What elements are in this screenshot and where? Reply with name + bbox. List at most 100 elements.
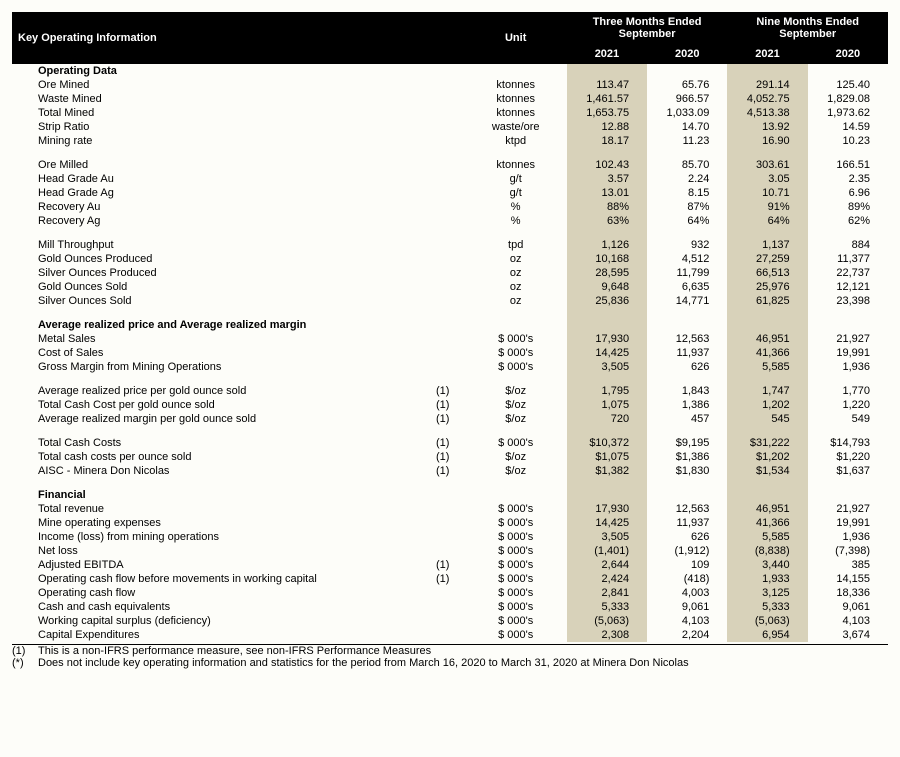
row-val-9m-2020: 22,737 bbox=[808, 266, 888, 280]
row-val-9m-2021: 4,052.75 bbox=[727, 92, 807, 106]
row-unit: $ 000's bbox=[465, 558, 567, 572]
row-unit: oz bbox=[465, 252, 567, 266]
table-row: Recovery Ag%63%64%64%62% bbox=[12, 214, 888, 228]
row-note: (1) bbox=[421, 464, 465, 478]
row-label: Capital Expenditures bbox=[12, 628, 421, 642]
header-q3-2021: 2021 bbox=[567, 44, 647, 64]
table-row: Waste Minedktonnes1,461.57966.574,052.75… bbox=[12, 92, 888, 106]
row-val-9m-2020: 9,061 bbox=[808, 600, 888, 614]
row-val-9m-2020: 1,973.62 bbox=[808, 106, 888, 120]
row-val-9m-2021: 3.05 bbox=[727, 172, 807, 186]
table-row: Ore Milledktonnes102.4385.70303.61166.51 bbox=[12, 158, 888, 172]
row-unit: tpd bbox=[465, 238, 567, 252]
row-val-9m-2021: 1,202 bbox=[727, 398, 807, 412]
row-note bbox=[421, 78, 465, 92]
row-val-9m-2021: 303.61 bbox=[727, 158, 807, 172]
row-unit: $ 000's bbox=[465, 614, 567, 628]
section-label: Average realized price and Average reali… bbox=[12, 318, 421, 332]
row-val-9m-2020: 21,927 bbox=[808, 502, 888, 516]
header-three-months: Three Months Ended September bbox=[567, 12, 728, 44]
table-row: Operating cash flow before movements in … bbox=[12, 572, 888, 586]
row-val-9m-2020: 166.51 bbox=[808, 158, 888, 172]
table-row: Strip Ratiowaste/ore12.8814.7013.9214.59 bbox=[12, 120, 888, 134]
row-val-q3-2021: 63% bbox=[567, 214, 647, 228]
row-unit: $ 000's bbox=[465, 544, 567, 558]
row-unit: $/oz bbox=[465, 450, 567, 464]
row-val-q3-2020: 9,061 bbox=[647, 600, 727, 614]
row-val-9m-2020: (7,398) bbox=[808, 544, 888, 558]
row-label: Average realized margin per gold ounce s… bbox=[12, 412, 421, 426]
section-label: Financial bbox=[12, 488, 421, 502]
row-val-q3-2021: (5,063) bbox=[567, 614, 647, 628]
row-val-q3-2021: 720 bbox=[567, 412, 647, 426]
row-unit: $ 000's bbox=[465, 586, 567, 600]
row-note bbox=[421, 266, 465, 280]
row-unit: $ 000's bbox=[465, 332, 567, 346]
row-val-9m-2021: (5,063) bbox=[727, 614, 807, 628]
row-val-q3-2020: 11,937 bbox=[647, 346, 727, 360]
row-note bbox=[421, 628, 465, 642]
row-note bbox=[421, 106, 465, 120]
key-operating-table: Key Operating Information Unit Three Mon… bbox=[12, 12, 888, 642]
row-val-9m-2021: 66,513 bbox=[727, 266, 807, 280]
row-val-q3-2021: 3.57 bbox=[567, 172, 647, 186]
table-row: AISC - Minera Don Nicolas(1)$/oz$1,382$1… bbox=[12, 464, 888, 478]
row-note bbox=[421, 200, 465, 214]
row-note bbox=[421, 544, 465, 558]
row-val-9m-2021: 46,951 bbox=[727, 502, 807, 516]
table-row: Cost of Sales$ 000's14,42511,93741,36619… bbox=[12, 346, 888, 360]
row-val-q3-2021: 2,644 bbox=[567, 558, 647, 572]
row-val-9m-2021: 4,513.38 bbox=[727, 106, 807, 120]
section-header: Average realized price and Average reali… bbox=[12, 318, 888, 332]
row-unit: $ 000's bbox=[465, 628, 567, 642]
row-val-q3-2021: 1,126 bbox=[567, 238, 647, 252]
row-val-9m-2020: 385 bbox=[808, 558, 888, 572]
table-row: Cash and cash equivalents$ 000's5,3339,0… bbox=[12, 600, 888, 614]
row-note: (1) bbox=[421, 558, 465, 572]
row-unit: $ 000's bbox=[465, 436, 567, 450]
table-row: Mill Throughputtpd1,1269321,137884 bbox=[12, 238, 888, 252]
row-val-q3-2020: 2.24 bbox=[647, 172, 727, 186]
row-val-q3-2021: 3,505 bbox=[567, 360, 647, 374]
row-note bbox=[421, 516, 465, 530]
row-label: AISC - Minera Don Nicolas bbox=[12, 464, 421, 478]
row-val-q3-2020: 64% bbox=[647, 214, 727, 228]
row-val-9m-2020: 19,991 bbox=[808, 516, 888, 530]
row-note bbox=[421, 134, 465, 148]
row-val-9m-2020: $1,637 bbox=[808, 464, 888, 478]
row-val-q3-2021: 17,930 bbox=[567, 332, 647, 346]
table-row: Total cash costs per ounce sold(1)$/oz$1… bbox=[12, 450, 888, 464]
header-9m-2021: 2021 bbox=[727, 44, 807, 64]
row-label: Silver Ounces Sold bbox=[12, 294, 421, 308]
row-val-9m-2020: 19,991 bbox=[808, 346, 888, 360]
header-title: Key Operating Information bbox=[12, 12, 421, 64]
row-val-9m-2020: 1,770 bbox=[808, 384, 888, 398]
row-note bbox=[421, 502, 465, 516]
row-val-q3-2020: 6,635 bbox=[647, 280, 727, 294]
row-note: (1) bbox=[421, 412, 465, 426]
row-unit: $ 000's bbox=[465, 572, 567, 586]
row-val-9m-2021: 61,825 bbox=[727, 294, 807, 308]
row-val-q3-2021: 113.47 bbox=[567, 78, 647, 92]
row-label: Operating cash flow bbox=[12, 586, 421, 600]
row-note: (1) bbox=[421, 384, 465, 398]
row-label: Ore Mined bbox=[12, 78, 421, 92]
row-note bbox=[421, 92, 465, 106]
row-unit: $ 000's bbox=[465, 530, 567, 544]
row-label: Recovery Ag bbox=[12, 214, 421, 228]
row-label: Strip Ratio bbox=[12, 120, 421, 134]
row-label: Gold Ounces Sold bbox=[12, 280, 421, 294]
row-val-9m-2021: (8,838) bbox=[727, 544, 807, 558]
row-label: Waste Mined bbox=[12, 92, 421, 106]
row-note bbox=[421, 530, 465, 544]
row-label: Head Grade Ag bbox=[12, 186, 421, 200]
row-label: Gold Ounces Produced bbox=[12, 252, 421, 266]
table-row: Mine operating expenses$ 000's14,42511,9… bbox=[12, 516, 888, 530]
row-val-9m-2020: 14.59 bbox=[808, 120, 888, 134]
row-val-q3-2020: 14,771 bbox=[647, 294, 727, 308]
row-val-q3-2021: $1,382 bbox=[567, 464, 647, 478]
row-val-q3-2020: 4,103 bbox=[647, 614, 727, 628]
row-val-q3-2021: 25,836 bbox=[567, 294, 647, 308]
row-val-9m-2020: 3,674 bbox=[808, 628, 888, 642]
row-val-9m-2020: 549 bbox=[808, 412, 888, 426]
